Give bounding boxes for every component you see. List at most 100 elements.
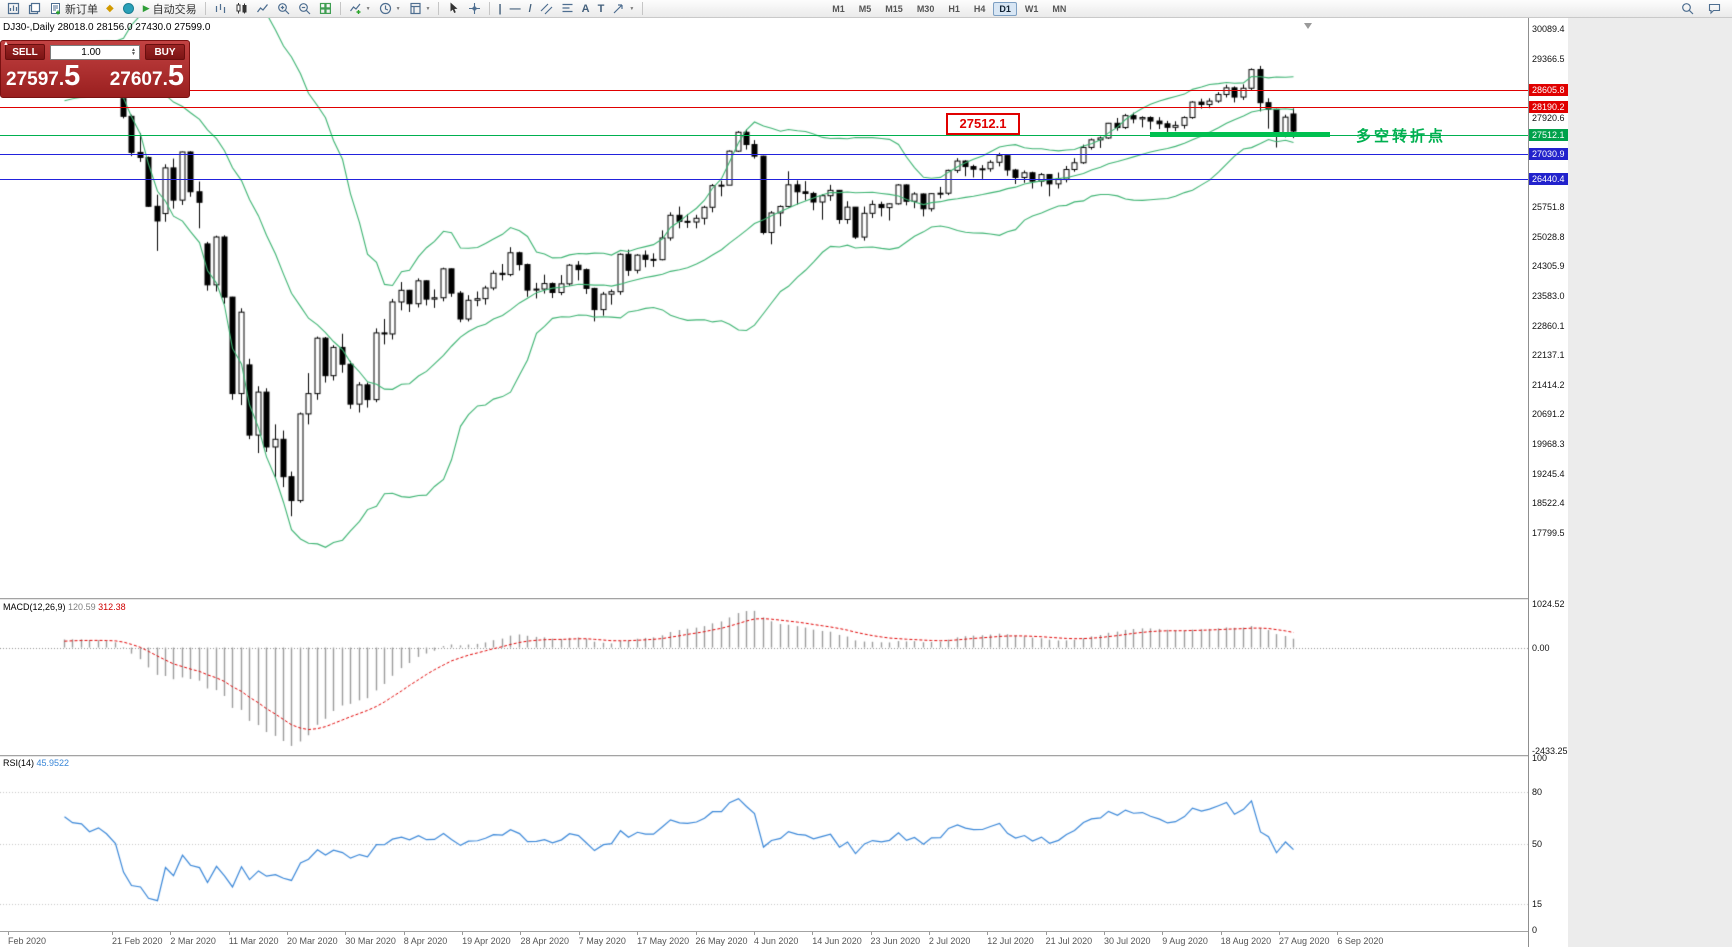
toolbar-separator <box>339 2 341 15</box>
trendline-tool-button[interactable]: / <box>526 1 535 17</box>
horizontal-line-28190.2[interactable] <box>0 107 1528 108</box>
horizontal-line-26440.4[interactable] <box>0 179 1528 180</box>
market-button[interactable]: ◆ <box>103 1 117 17</box>
timeframe-button-m5[interactable]: M5 <box>858 3 872 14</box>
macd-panel-canvas[interactable] <box>0 600 1528 755</box>
sell-button[interactable]: SELL <box>5 44 45 60</box>
new-order-button[interactable]: 新订单 <box>46 1 101 17</box>
buy-price[interactable]: 27607.5 <box>110 60 184 96</box>
channel-tool-button[interactable] <box>537 1 556 17</box>
rsi-value: 45.9522 <box>36 758 70 768</box>
time-axis[interactable]: Feb 2020 21 Feb 2020 2 Mar 2020 11 Mar 2020… <box>0 931 1528 947</box>
indicators-dropdown[interactable]: ▼ <box>346 1 374 17</box>
date-label: 23 Jun 2020 <box>870 936 921 946</box>
macd-axis-label: 1024.52 <box>1532 599 1565 609</box>
date-tick <box>1103 932 1105 935</box>
candlestick-chart-button[interactable] <box>232 1 251 17</box>
sell-price-big-digit: 5 <box>64 60 81 92</box>
cursor-icon <box>450 2 458 13</box>
timeframe-button-m1[interactable]: M1 <box>832 3 845 14</box>
toolbar-separator <box>489 2 491 15</box>
templates-dropdown[interactable]: ▼ <box>406 1 434 17</box>
fibonacci-icon <box>562 3 573 13</box>
chart-title: DJ30-,Daily 28018.0 28156.0 27430.0 2759… <box>3 22 211 33</box>
line-chart-button[interactable] <box>253 1 272 17</box>
text-tool-button[interactable]: A <box>579 1 593 17</box>
chevron-down-icon: ▼ <box>395 5 401 12</box>
label-icon: T <box>597 2 605 15</box>
horizontal-line-27030.9[interactable] <box>0 154 1528 155</box>
rsi-indicator-label: RSI(14) 45.9522 <box>3 758 69 768</box>
date-tick <box>695 932 697 935</box>
price-chart-canvas[interactable] <box>0 18 1528 598</box>
horizontal-line-28605.8[interactable] <box>0 90 1528 91</box>
date-tick <box>987 932 989 935</box>
volume-stepper[interactable]: 1.00 ▲ ▼ <box>50 44 140 60</box>
candlestick-chart-icon <box>236 3 247 14</box>
price-axis-label: 25751.8 <box>1532 201 1565 212</box>
volume-up-icon[interactable]: ▲ <box>131 47 136 53</box>
price-axis[interactable]: 30089.4 29366.5 27920.6 25751.8 25028.8 24305… <box>1528 18 1568 947</box>
timeframe-button-d1[interactable]: D1 <box>993 1 1017 16</box>
pane-separator[interactable] <box>0 755 1568 757</box>
date-tick <box>928 932 930 935</box>
search-button[interactable] <box>1678 1 1697 17</box>
date-label: 9 Aug 2020 <box>1162 936 1208 946</box>
volume-value[interactable]: 1.00 <box>81 46 101 58</box>
autotrading-label: 自动交易 <box>152 3 197 16</box>
timeframe-button-h4[interactable]: H4 <box>973 3 986 14</box>
toolbar-right-group <box>1677 1 1729 17</box>
new-order-icon <box>51 3 60 15</box>
trendline-icon: / <box>528 2 532 15</box>
chart-window: Feb 2020 21 Feb 2020 2 Mar 2020 11 Mar 2020… <box>0 18 1568 947</box>
horizontal-line-tool-button[interactable]: — <box>507 1 524 17</box>
rsi-axis-label: 100 <box>1532 753 1548 763</box>
autotrading-button[interactable]: ▶ 自动交易 <box>140 1 200 17</box>
timeframe-toolbar: M1 M5 M15 M30 H1 H4 D1 W1 MN <box>825 1 1073 16</box>
rsi-panel-canvas[interactable] <box>0 757 1528 931</box>
volume-down-icon[interactable]: ▼ <box>131 51 136 57</box>
chart-shift-marker[interactable] <box>1304 23 1312 29</box>
zoom-out-button[interactable] <box>295 1 314 17</box>
date-label: 4 Jun 2020 <box>753 936 799 946</box>
templates-icon <box>409 2 421 15</box>
arrows-dropdown[interactable]: ▼ <box>609 1 637 17</box>
bar-chart-button[interactable] <box>211 1 230 17</box>
zoom-in-button[interactable] <box>274 1 293 17</box>
level-callout-label[interactable]: 27512.1 <box>946 113 1020 135</box>
date-label: 26 May 2020 <box>695 936 748 946</box>
turning-point-text[interactable]: 多空转折点 <box>1356 128 1447 145</box>
rsi-axis-label: 15 <box>1532 899 1543 910</box>
sell-price[interactable]: 27597.5 <box>6 60 80 96</box>
vertical-line-tool-button[interactable]: | <box>495 1 504 17</box>
timeframe-button-m30[interactable]: M30 <box>916 3 935 14</box>
timeframe-button-h1[interactable]: H1 <box>948 3 960 14</box>
macd-main-value: 120.59 <box>68 602 96 612</box>
crosshair-tool-button[interactable] <box>465 1 484 17</box>
price-badge: 26440.4 <box>1529 172 1568 185</box>
community-button[interactable] <box>119 1 138 17</box>
buy-button[interactable]: BUY <box>145 44 185 60</box>
rsi-axis-label: 0 <box>1532 925 1538 935</box>
profiles-button[interactable] <box>25 1 44 17</box>
chat-button[interactable] <box>1705 1 1724 17</box>
one-click-collapse-icon[interactable]: ▲ <box>3 41 9 47</box>
pane-separator[interactable] <box>0 598 1568 600</box>
timeframe-button-m15[interactable]: M15 <box>885 3 903 14</box>
horizontal-line-27512.1[interactable] <box>0 135 1528 136</box>
buy-price-big-digit: 5 <box>167 60 184 92</box>
fibonacci-tool-button[interactable] <box>558 1 577 17</box>
date-label: 6 Sep 2020 <box>1337 936 1384 946</box>
cursor-tool-button[interactable] <box>444 1 463 17</box>
tile-windows-button[interactable] <box>316 1 335 17</box>
date-label: 30 Jul 2020 <box>1103 936 1151 946</box>
timeframe-button-w1[interactable]: W1 <box>1024 3 1039 14</box>
turning-point-line[interactable] <box>1150 132 1330 138</box>
timeframe-button-mn[interactable]: MN <box>1052 3 1067 14</box>
label-tool-button[interactable]: T <box>595 1 608 17</box>
vertical-line-icon: | <box>498 2 502 15</box>
charts-window-button[interactable] <box>4 1 23 17</box>
periods-dropdown[interactable]: ▼ <box>376 1 404 17</box>
date-label: 7 May 2020 <box>578 936 626 946</box>
date-label: 11 Mar 2020 <box>228 936 279 946</box>
